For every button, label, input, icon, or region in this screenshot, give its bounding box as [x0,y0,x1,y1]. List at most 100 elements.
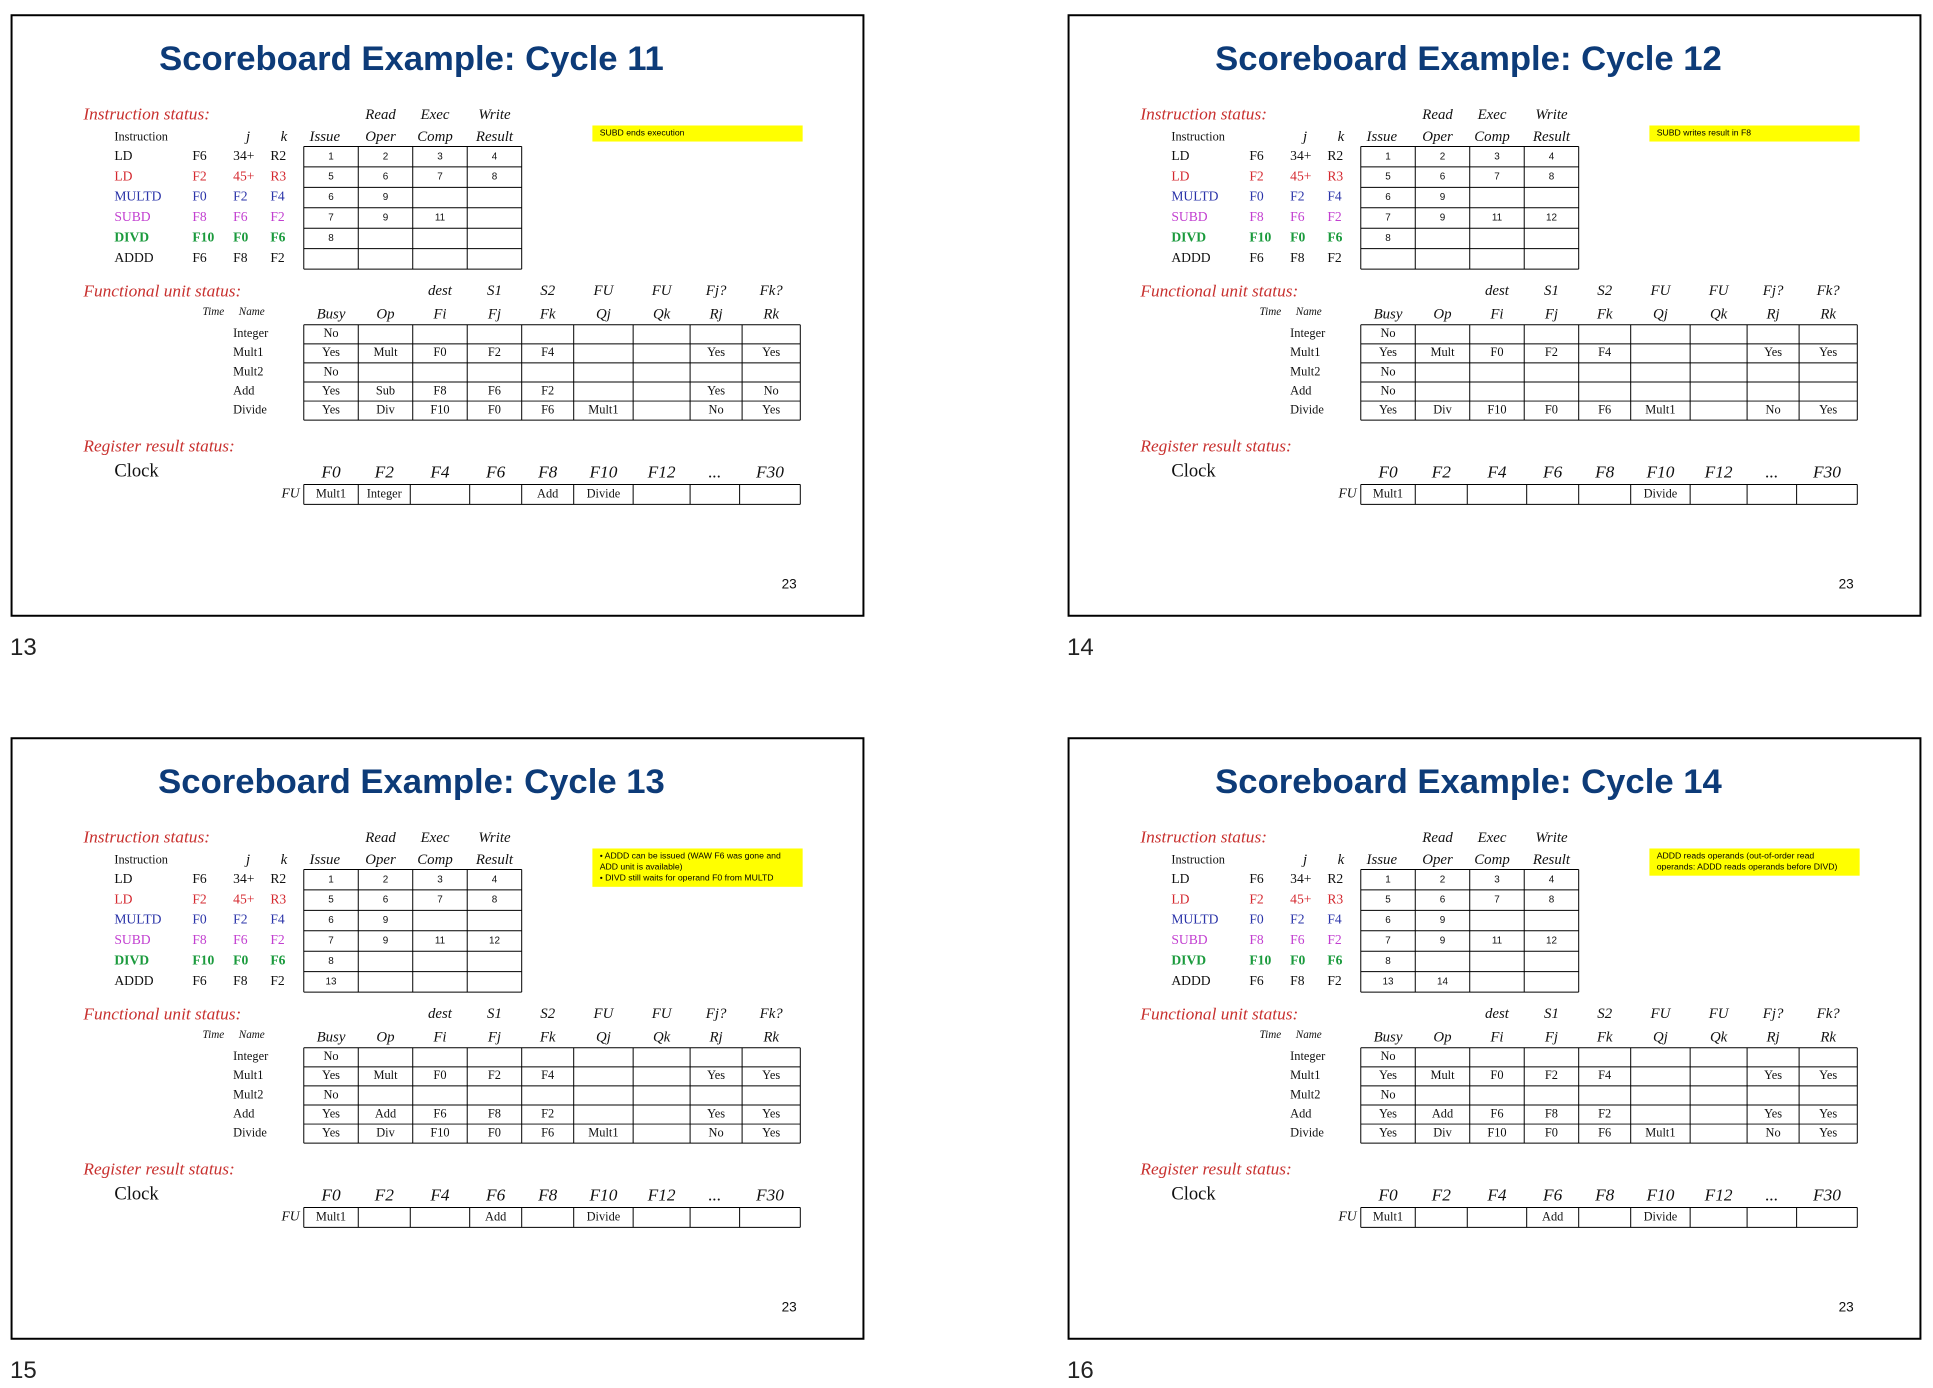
instruction-dest: F8 [1249,932,1264,947]
unit-cell: Div [1433,402,1452,416]
unit-cell: No [1380,1087,1395,1101]
column-header: Time [203,1029,225,1041]
unit-cell: Yes [322,402,340,416]
register-header: F30 [755,1185,784,1204]
column-header: Op [376,306,394,322]
register-header: F0 [1377,462,1398,481]
status-cell: 8 [328,956,334,967]
column-header: Time [1260,1029,1282,1041]
unit-cell: Add [1432,1106,1454,1120]
status-cell: 13 [326,976,338,987]
unit-cell: Yes [707,345,725,359]
column-header: Fj? [705,283,727,299]
unit-name: Integer [233,326,269,340]
section-label: Register result status: [1139,1159,1291,1178]
slide: Scoreboard Example: Cycle 14 ADDD reads o… [1067,737,1922,1340]
unit-cell: No [323,326,338,340]
status-cell: 7 [1494,172,1500,183]
unit-cell: Yes [762,1068,780,1082]
instruction-k: R2 [270,148,286,163]
column-header: Fj [487,1029,501,1045]
register-cell: Integer [367,486,403,500]
note-box: • ADDD can be issued (WAW F6 was gone an… [592,848,803,887]
unit-cell: F2 [1545,1068,1558,1082]
instruction-j: F8 [1290,250,1305,265]
column-header: Read [1421,830,1453,846]
slide-border [10,737,865,1340]
instruction-op: MULTD [1171,189,1218,204]
column-header: dest [428,1006,453,1022]
instruction-dest: F0 [1249,912,1264,927]
instruction-op: SUBD [1171,932,1207,947]
register-cell: Add [1542,1209,1564,1223]
unit-cell: F6 [488,383,501,397]
unit-cell: Yes [762,402,780,416]
column-header: Op [376,1029,394,1045]
section-label: Instruction status: [82,828,210,847]
instruction-dest: F8 [1249,209,1264,224]
column-header: Read [364,830,396,846]
slide-border [1067,737,1922,1340]
status-cell: 9 [1440,915,1446,926]
column-header: S2 [1597,283,1612,299]
status-cell: 8 [1549,172,1555,183]
register-header: F4 [1486,462,1507,481]
register-cell: Add [537,486,559,500]
slide-number: 16 [1067,1357,1094,1384]
column-header: Oper [1422,129,1453,145]
column-header: Write [478,107,511,123]
register-header: F8 [537,1185,558,1204]
instruction-dest: F6 [192,250,207,265]
instruction-op: ADDD [114,973,153,988]
register-header: F12 [647,1185,676,1204]
column-header: Instruction [1171,130,1225,144]
column-header: k [1338,129,1345,145]
slide-title: Scoreboard Example: Cycle 13 [158,763,665,801]
column-header: Result [1532,852,1571,868]
register-cell: Divide [1644,486,1678,500]
column-header: Name [1295,1029,1322,1041]
status-cell: 12 [1546,213,1557,224]
column-header: Oper [365,129,396,145]
unit-cell: Mult1 [588,402,618,416]
instruction-k: R2 [270,871,286,886]
instruction-k: F4 [1327,189,1342,204]
page-number: 23 [782,1299,797,1314]
unit-name: Add [233,383,255,397]
instruction-j: F6 [1290,932,1305,947]
column-header: Exec [1477,107,1507,123]
unit-cell: Yes [1819,1068,1837,1082]
note-line: SUBD ends execution [599,129,685,138]
unit-cell: Mult1 [1645,402,1675,416]
unit-cell: Mult [373,1068,398,1082]
status-cell: 3 [1494,874,1500,885]
unit-cell: Yes [1819,1106,1837,1120]
unit-cell: Mult1 [1645,1125,1675,1139]
status-cell: 6 [1385,192,1391,203]
unit-cell: Div [376,402,395,416]
register-header: F4 [429,1185,450,1204]
unit-cell: No [1380,364,1395,378]
unit-cell: F0 [433,1068,446,1082]
unit-cell: F2 [541,383,554,397]
unit-cell: F6 [1598,1125,1611,1139]
column-header: Fk [539,306,556,322]
column-header: Op [1433,306,1451,322]
column-header: Comp [417,852,452,868]
instruction-k: F2 [1327,973,1342,988]
unit-cell: Sub [376,383,395,397]
unit-cell: F10 [430,402,449,416]
column-header: Busy [317,306,346,322]
column-header: FU [1708,283,1730,299]
status-cell: 1 [1385,151,1391,162]
column-header: j [1301,129,1307,145]
column-header: Name [238,306,265,318]
column-header: Fk? [1816,1006,1841,1022]
unit-cell: Yes [707,383,725,397]
column-header: Qj [596,1029,611,1045]
register-header: ... [708,1185,721,1204]
unit-name: Add [1290,383,1312,397]
status-cell: 9 [1440,192,1446,203]
unit-name: Mult2 [1290,1087,1320,1101]
section-label: Functional unit status: [1139,282,1298,301]
